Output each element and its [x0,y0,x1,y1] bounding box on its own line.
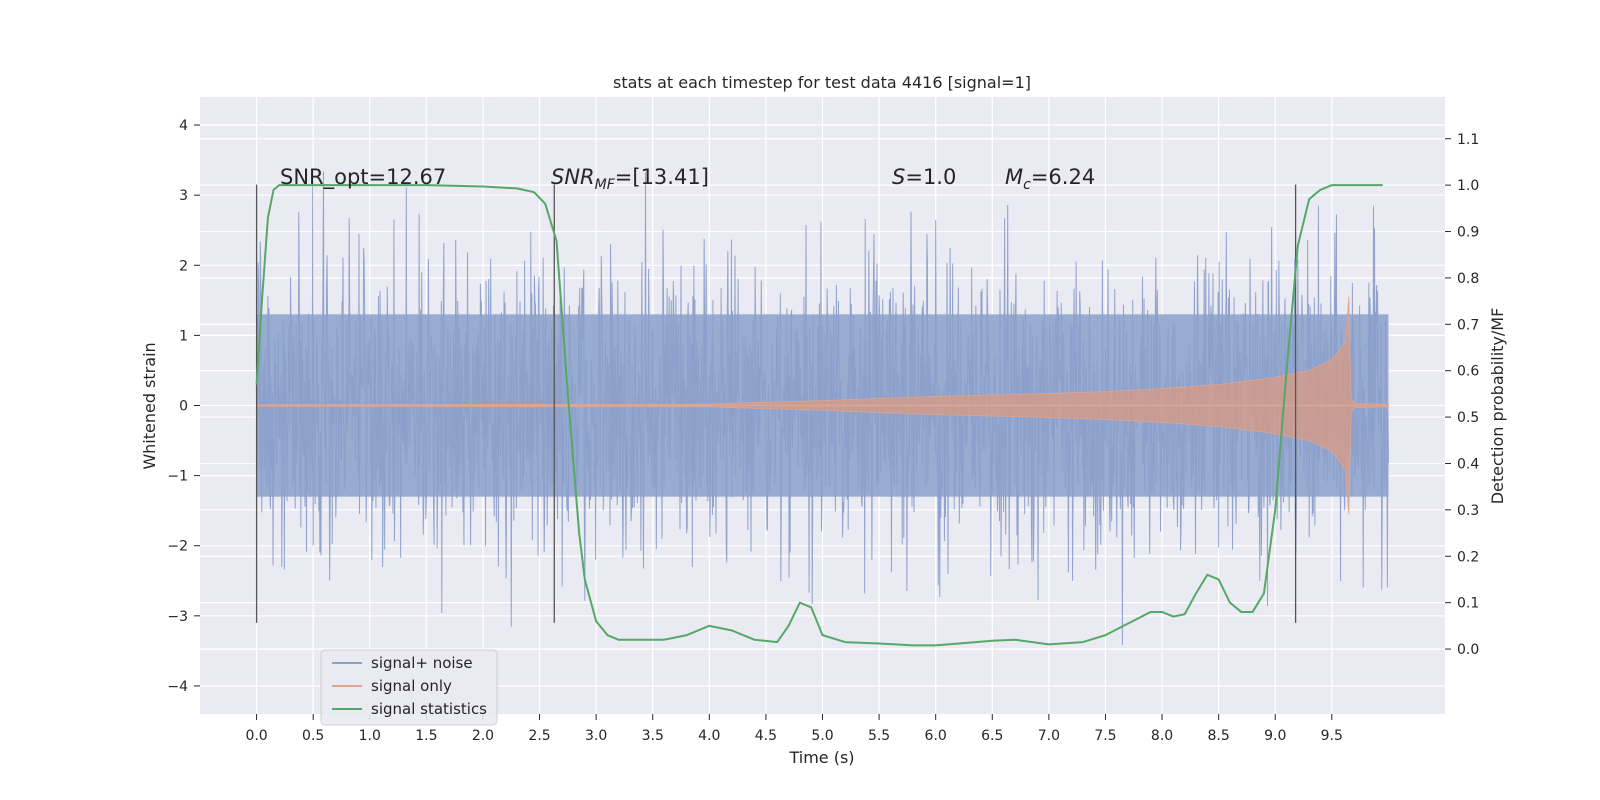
annotation-s: S=1.0 [892,165,956,189]
x-tick-label: 6.5 [981,728,1003,744]
x-axis-ticks: 0.0 0.5 1.0 1.5 2.0 2.5 3.0 3.5 4.0 4.5 5.0 5.5 6.0 6… [245,714,1343,744]
legend-box [320,649,498,726]
x-tick-label: 8.0 [1151,728,1173,744]
signal-statistics-line [255,184,1383,647]
y-axis-ticks: 4 3 2 1 0 −1 −2 −3 −4 [167,118,200,695]
x-tick-label: 1.5 [415,728,437,744]
x-tick-label: 5.0 [811,728,833,744]
y-tick-label: −1 [167,469,188,485]
x-tick-label: 2.0 [472,728,494,744]
y2-tick-label: 0.9 [1457,225,1479,241]
x-tick-label: 4.5 [755,728,777,744]
x-tick-label: 6.0 [925,728,947,744]
chart-title: stats at each timestep for test data 441… [613,73,1031,92]
y2-tick-label: 1.1 [1457,132,1479,148]
y2-tick-label: 0.5 [1457,410,1479,426]
y2-tick-label: 0.4 [1457,456,1479,472]
x-tick-label: 3.0 [585,728,607,744]
y2-tick-label: 1.0 [1457,178,1479,194]
x-tick-label: 9.5 [1321,728,1343,744]
x-tick-label: 2.5 [528,728,550,744]
annotation-snr-mf: SNRMF=[13.41] [551,165,709,193]
x-tick-label: 7.5 [1094,728,1116,744]
y-tick-label: 0 [179,399,188,415]
y2-tick-label: 0.0 [1457,642,1479,658]
y-tick-label: −3 [167,609,188,625]
y2-tick-label: 0.1 [1457,596,1479,612]
y2-tick-label: 0.2 [1457,549,1479,565]
x-tick-label: 9.0 [1264,728,1286,744]
y-tick-label: 2 [179,258,188,274]
y2-tick-label: 0.3 [1457,503,1479,519]
legend: signal+ noise signal only signal statist… [320,649,498,726]
x-tick-label: 7.0 [1038,728,1060,744]
annotation-mc: Mc=6.24 [1005,165,1095,193]
x-axis-title: Time (s) [788,748,854,767]
y2-tick-label: 0.7 [1457,317,1479,333]
x-tick-label: 0.5 [302,728,324,744]
vertical-markers [255,184,1297,623]
x-tick-label: 5.5 [868,728,890,744]
y-axis-title: Whitened strain [140,342,159,469]
x-tick-label: 0.0 [245,728,267,744]
legend-label-signal-statistics: signal statistics [371,700,487,718]
y2-axis-ticks: 1.1 1.0 0.9 0.8 0.7 0.6 0.5 0.4 0.3 0.2 0.1 0.0 [1445,132,1479,658]
y-tick-label: 4 [179,118,188,134]
x-tick-label: 4.0 [698,728,720,744]
y2-tick-label: 0.8 [1457,271,1479,287]
annotations: SNR_opt=12.67 SNRMF=[13.41] S=1.0 Mc=6.2… [280,165,1095,193]
legend-label-signal-noise: signal+ noise [371,654,473,672]
x-tick-label: 8.5 [1208,728,1230,744]
y-tick-label: 3 [179,188,188,204]
y2-tick-label: 0.6 [1457,364,1479,380]
signal-noise-line [256,171,1389,645]
signal-statistics-series [255,184,1383,647]
legend-label-signal-only: signal only [371,677,452,695]
signal-only-series [256,296,1389,515]
y-tick-label: −2 [167,539,188,555]
y2-axis-title: Detection probability/MF [1488,308,1507,505]
x-tick-label: 1.0 [359,728,381,744]
x-tick-label: 3.5 [642,728,664,744]
annotation-snr-opt: SNR_opt=12.67 [280,165,446,190]
y-tick-label: −4 [167,679,188,695]
y-tick-label: 1 [179,328,188,344]
